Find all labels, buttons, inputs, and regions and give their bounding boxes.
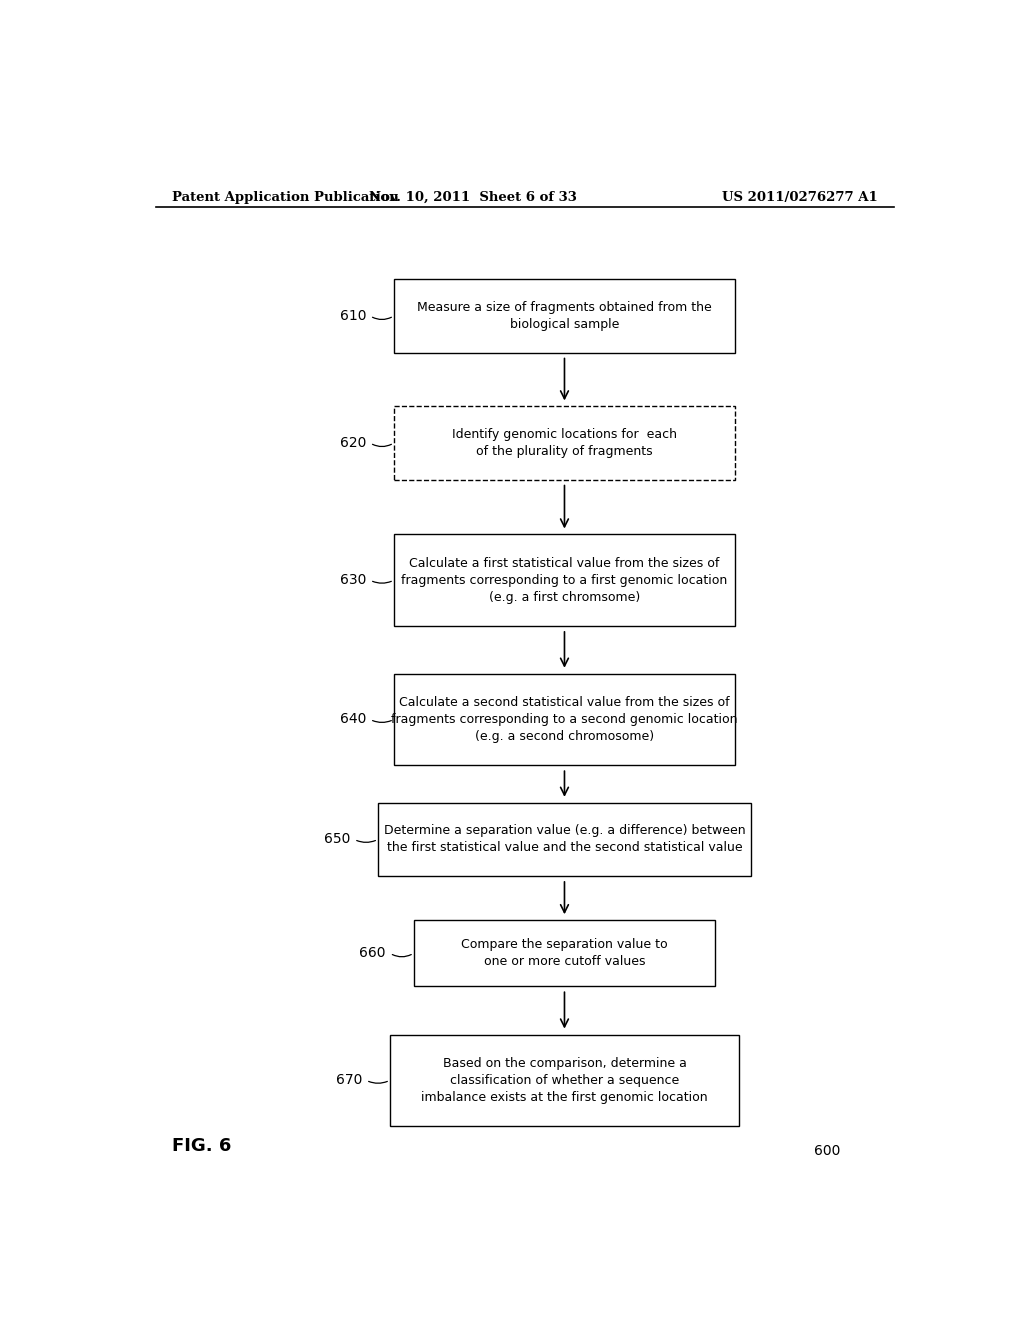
Text: 620: 620: [340, 436, 367, 450]
Text: Calculate a first statistical value from the sizes of
fragments corresponding to: Calculate a first statistical value from…: [401, 557, 728, 603]
Text: Measure a size of fragments obtained from the
biological sample: Measure a size of fragments obtained fro…: [417, 301, 712, 331]
FancyBboxPatch shape: [394, 535, 735, 626]
Text: Patent Application Publication: Patent Application Publication: [172, 190, 398, 203]
Text: Nov. 10, 2011  Sheet 6 of 33: Nov. 10, 2011 Sheet 6 of 33: [370, 190, 578, 203]
Text: 640: 640: [340, 713, 367, 726]
Text: 630: 630: [340, 573, 367, 587]
FancyBboxPatch shape: [394, 407, 735, 479]
Text: 650: 650: [324, 833, 350, 846]
Text: Compare the separation value to
one or more cutoff values: Compare the separation value to one or m…: [461, 939, 668, 969]
FancyBboxPatch shape: [414, 920, 715, 986]
Text: Identify genomic locations for  each
of the plurality of fragments: Identify genomic locations for each of t…: [452, 428, 677, 458]
Text: Determine a separation value (e.g. a difference) between
the first statistical v: Determine a separation value (e.g. a dif…: [384, 825, 745, 854]
Text: 660: 660: [359, 946, 386, 960]
Text: 600: 600: [814, 1144, 841, 1159]
Text: 670: 670: [336, 1073, 362, 1088]
Text: Calculate a second statistical value from the sizes of
fragments corresponding t: Calculate a second statistical value fro…: [391, 696, 737, 743]
Text: Based on the comparison, determine a
classification of whether a sequence
imbala: Based on the comparison, determine a cla…: [421, 1057, 708, 1104]
FancyBboxPatch shape: [390, 1035, 739, 1126]
Text: US 2011/0276277 A1: US 2011/0276277 A1: [722, 190, 878, 203]
FancyBboxPatch shape: [378, 803, 751, 876]
FancyBboxPatch shape: [394, 280, 735, 352]
Text: FIG. 6: FIG. 6: [172, 1138, 231, 1155]
Text: 610: 610: [340, 309, 367, 323]
FancyBboxPatch shape: [394, 673, 735, 766]
